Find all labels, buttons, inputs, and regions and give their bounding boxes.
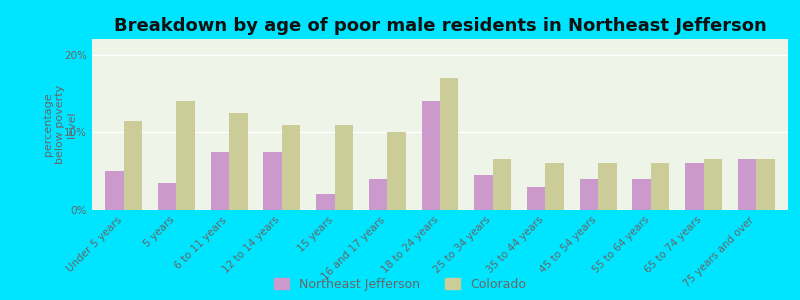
Bar [685,164,704,210]
Bar [263,152,282,210]
Bar [229,113,247,210]
Legend: Northeast Jefferson, Colorado: Northeast Jefferson, Colorado [274,278,526,291]
Bar [633,179,651,210]
Bar [334,124,353,210]
Bar [387,132,406,210]
Bar [440,78,458,210]
Bar [474,175,493,210]
Bar [369,179,387,210]
Bar [493,160,511,210]
Bar [738,160,756,210]
Bar [527,187,546,210]
Bar [704,160,722,210]
Bar [598,164,617,210]
Bar [105,171,124,210]
Bar [210,152,229,210]
Y-axis label: percentage
below poverty
level: percentage below poverty level [43,85,77,164]
Title: Breakdown by age of poor male residents in Northeast Jefferson: Breakdown by age of poor male residents … [114,17,766,35]
Bar [282,124,300,210]
Bar [158,183,176,210]
Bar [546,164,564,210]
Bar [756,160,775,210]
Bar [651,164,670,210]
Bar [176,101,195,210]
Bar [316,194,334,210]
Bar [422,101,440,210]
Bar [580,179,598,210]
Bar [124,121,142,210]
